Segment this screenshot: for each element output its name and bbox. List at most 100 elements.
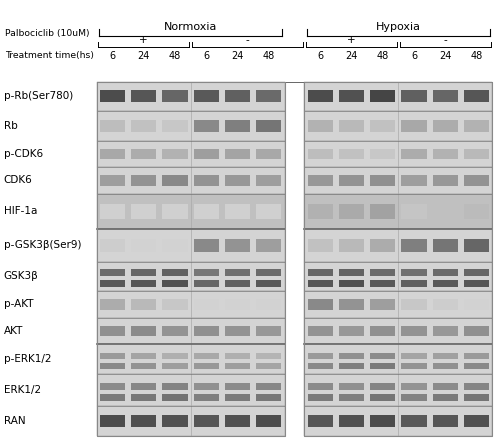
Bar bbox=[100, 326, 125, 336]
Bar bbox=[304, 140, 492, 167]
Bar bbox=[256, 269, 281, 276]
Text: -: - bbox=[444, 35, 447, 45]
Text: 48: 48 bbox=[169, 51, 181, 61]
Bar bbox=[194, 383, 219, 390]
Bar bbox=[162, 394, 188, 401]
Bar bbox=[256, 415, 281, 427]
Bar bbox=[304, 291, 492, 318]
Bar bbox=[225, 299, 250, 310]
Bar bbox=[100, 353, 125, 359]
Text: p-Rb(Ser780): p-Rb(Ser780) bbox=[4, 91, 73, 101]
Bar bbox=[162, 239, 188, 252]
Text: +: + bbox=[140, 35, 148, 45]
Bar bbox=[370, 383, 395, 390]
Bar bbox=[304, 82, 492, 436]
Bar bbox=[131, 280, 156, 287]
Bar bbox=[96, 82, 284, 436]
Bar bbox=[402, 204, 426, 218]
Bar bbox=[96, 291, 284, 318]
Text: p-AKT: p-AKT bbox=[4, 299, 34, 310]
Bar bbox=[225, 415, 250, 427]
Bar bbox=[464, 148, 489, 159]
Bar bbox=[402, 415, 426, 427]
Bar bbox=[131, 175, 156, 186]
Bar bbox=[162, 120, 188, 132]
Bar bbox=[96, 194, 284, 229]
Bar bbox=[308, 239, 332, 252]
Bar bbox=[308, 269, 332, 276]
Bar bbox=[464, 363, 489, 369]
Bar bbox=[433, 204, 458, 218]
Bar bbox=[100, 239, 125, 252]
Bar bbox=[402, 148, 426, 159]
Bar bbox=[131, 120, 156, 132]
Bar bbox=[339, 299, 364, 310]
Bar bbox=[339, 394, 364, 401]
Bar bbox=[339, 90, 364, 102]
Bar bbox=[194, 394, 219, 401]
Bar bbox=[464, 383, 489, 390]
Bar bbox=[131, 204, 156, 218]
Text: 24: 24 bbox=[345, 51, 358, 61]
Bar bbox=[308, 90, 332, 102]
Bar bbox=[370, 299, 395, 310]
Bar bbox=[370, 280, 395, 287]
Bar bbox=[100, 415, 125, 427]
Bar bbox=[464, 239, 489, 252]
Bar bbox=[162, 204, 188, 218]
Bar bbox=[256, 120, 281, 132]
Text: AKT: AKT bbox=[4, 326, 23, 336]
Bar bbox=[225, 175, 250, 186]
Bar bbox=[370, 326, 395, 336]
Bar bbox=[339, 353, 364, 359]
Bar bbox=[131, 299, 156, 310]
Bar bbox=[433, 269, 458, 276]
Bar bbox=[194, 90, 219, 102]
Text: RAN: RAN bbox=[4, 416, 26, 426]
Bar bbox=[464, 394, 489, 401]
Bar bbox=[194, 363, 219, 369]
Bar bbox=[308, 204, 332, 218]
Text: Palbociclib (10uM): Palbociclib (10uM) bbox=[5, 29, 90, 38]
Bar bbox=[96, 111, 284, 140]
Bar bbox=[96, 262, 284, 291]
Text: Hypoxia: Hypoxia bbox=[376, 23, 421, 32]
Text: 6: 6 bbox=[110, 51, 116, 61]
Bar bbox=[225, 120, 250, 132]
Text: p-ERK1/2: p-ERK1/2 bbox=[4, 354, 52, 364]
Bar bbox=[304, 406, 492, 436]
Bar bbox=[131, 269, 156, 276]
Bar bbox=[131, 383, 156, 390]
Bar bbox=[100, 120, 125, 132]
Bar bbox=[162, 269, 188, 276]
Text: 6: 6 bbox=[204, 51, 210, 61]
Bar bbox=[339, 363, 364, 369]
Bar bbox=[131, 415, 156, 427]
Bar bbox=[370, 415, 395, 427]
Bar bbox=[100, 280, 125, 287]
Bar bbox=[225, 204, 250, 218]
Bar bbox=[433, 148, 458, 159]
Bar bbox=[308, 148, 332, 159]
Bar bbox=[100, 90, 125, 102]
Text: GSK3β: GSK3β bbox=[4, 272, 38, 281]
Bar bbox=[256, 326, 281, 336]
Text: CDK6: CDK6 bbox=[4, 175, 32, 186]
Bar bbox=[194, 120, 219, 132]
Bar bbox=[370, 353, 395, 359]
Bar bbox=[339, 280, 364, 287]
Bar bbox=[433, 299, 458, 310]
Bar bbox=[370, 148, 395, 159]
Bar bbox=[162, 353, 188, 359]
Bar bbox=[225, 394, 250, 401]
Bar bbox=[308, 363, 332, 369]
Bar bbox=[304, 374, 492, 406]
Bar bbox=[370, 90, 395, 102]
Bar bbox=[402, 269, 426, 276]
Bar bbox=[308, 175, 332, 186]
Bar bbox=[131, 90, 156, 102]
Bar bbox=[304, 194, 492, 229]
Bar bbox=[162, 175, 188, 186]
Bar bbox=[162, 148, 188, 159]
Bar bbox=[162, 299, 188, 310]
